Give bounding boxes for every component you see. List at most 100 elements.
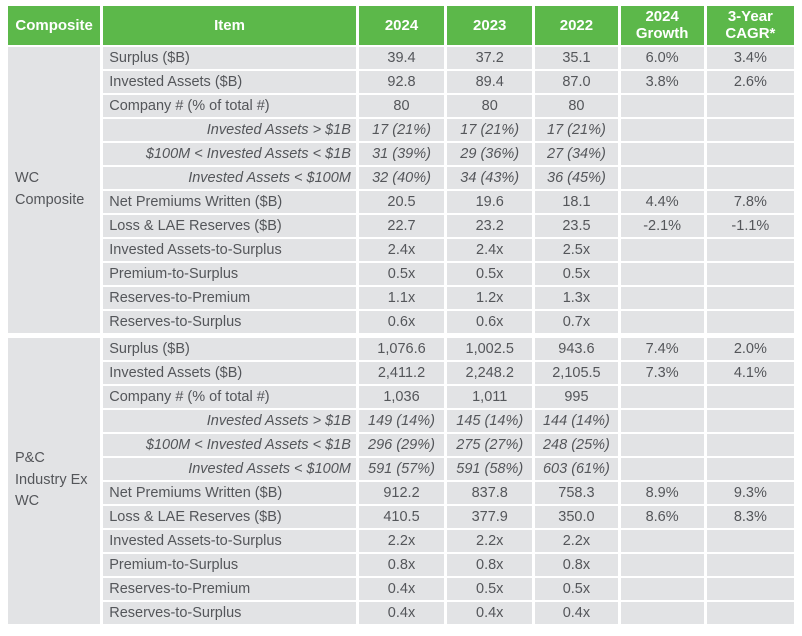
table-row-pc-industry-ex-wc-11: Reserves-to-Surplus 0.4x 0.4x 0.4x: [8, 601, 794, 624]
table-row-wc-composite-8: Invested Assets-to-Surplus 2.4x 2.4x 2.5x: [8, 238, 794, 261]
table-row-pc-industry-ex-wc-6: Net Premiums Written ($B) 912.2 837.8 758.3…: [8, 481, 794, 504]
item-label: $100M < Invested Assets < $1B: [103, 433, 356, 456]
cell-growth: [620, 262, 704, 285]
item-label: Company # (% of total #): [103, 94, 356, 117]
cell-y2024: 149 (14%): [358, 409, 445, 432]
cell-cagr: -1.1%: [706, 214, 794, 237]
cell-growth: [620, 529, 704, 552]
cell-y2024: 80: [358, 94, 445, 117]
table-row-wc-composite-3: Invested Assets > $1B 17 (21%) 17 (21%) 17 …: [8, 118, 794, 141]
table-row-pc-industry-ex-wc-0: P&C Industry Ex WC Surplus ($B) 1,076.6 1,0…: [8, 337, 794, 624]
cell-y2022: 87.0: [535, 70, 618, 93]
cell-y2023: 34 (43%): [447, 166, 533, 189]
cell-y2023: 2,248.2: [447, 361, 533, 384]
cell-growth: [620, 118, 704, 141]
cell-y2022: 36 (45%): [535, 166, 618, 189]
cell-cagr: [706, 166, 794, 189]
cell-y2023: 591 (58%): [447, 457, 533, 480]
cell-y2024: 39.4: [358, 46, 445, 69]
cell-y2022: 2,105.5: [535, 361, 618, 384]
cell-cagr: [706, 118, 794, 141]
cell-y2022: 18.1: [535, 190, 618, 213]
cell-y2022: 758.3: [535, 481, 618, 504]
cell-y2023: 19.6: [447, 190, 533, 213]
item-label: Loss & LAE Reserves ($B): [103, 505, 356, 528]
item-label: Invested Assets ($B): [103, 361, 356, 384]
cell-y2022: 23.5: [535, 214, 618, 237]
item-label: Loss & LAE Reserves ($B): [103, 214, 356, 237]
cell-y2024: 0.5x: [358, 262, 445, 285]
cell-y2023: 837.8: [447, 481, 533, 504]
cell-growth: [620, 553, 704, 576]
item-label: Net Premiums Written ($B): [103, 481, 356, 504]
cell-y2024: 591 (57%): [358, 457, 445, 480]
cell-y2024: 31 (39%): [358, 142, 445, 165]
column-header-cagr: 3-Year CAGR*: [706, 6, 794, 45]
table-row-pc-industry-ex-wc-8: Invested Assets-to-Surplus 2.2x 2.2x 2.2x: [8, 529, 794, 552]
section-gap: [8, 335, 794, 336]
cell-y2022: 1.3x: [535, 286, 618, 309]
table-row-wc-composite-9: Premium-to-Surplus 0.5x 0.5x 0.5x: [8, 262, 794, 285]
cell-y2022: 0.7x: [535, 310, 618, 333]
cell-y2024: 20.5: [358, 190, 445, 213]
table-header: Composite Item 2024 2023 2022 2024 Growth 3-Ye…: [8, 6, 794, 45]
cell-y2023: 0.8x: [447, 553, 533, 576]
cell-y2023: 0.4x: [447, 601, 533, 624]
cell-growth: 6.0%: [620, 46, 704, 69]
table-row-wc-composite-6: Net Premiums Written ($B) 20.5 19.6 18.1 4.4…: [8, 190, 794, 213]
cell-cagr: [706, 262, 794, 285]
cell-y2023: 0.6x: [447, 310, 533, 333]
item-label: Reserves-to-Premium: [103, 286, 356, 309]
cell-y2024: 92.8: [358, 70, 445, 93]
cell-growth: [620, 286, 704, 309]
cell-growth: [620, 577, 704, 600]
table-row-pc-industry-ex-wc-7: Loss & LAE Reserves ($B) 410.5 377.9 350.0 8…: [8, 505, 794, 528]
item-label: Invested Assets < $100M: [103, 166, 356, 189]
cell-cagr: [706, 142, 794, 165]
cell-cagr: 4.1%: [706, 361, 794, 384]
cell-cagr: 9.3%: [706, 481, 794, 504]
item-label: Invested Assets > $1B: [103, 118, 356, 141]
item-label: Premium-to-Surplus: [103, 553, 356, 576]
cell-y2023: 80: [447, 94, 533, 117]
cell-y2024: 1.1x: [358, 286, 445, 309]
item-label: Premium-to-Surplus: [103, 262, 356, 285]
cell-y2022: 248 (25%): [535, 433, 618, 456]
table-row-pc-industry-ex-wc-1: Invested Assets ($B) 2,411.2 2,248.2 2,105.…: [8, 361, 794, 384]
table-row-pc-industry-ex-wc-5: Invested Assets < $100M 591 (57%) 591 (58%…: [8, 457, 794, 480]
item-label: Surplus ($B): [103, 46, 356, 69]
cell-cagr: [706, 238, 794, 261]
table-row-pc-industry-ex-wc-3: Invested Assets > $1B 149 (14%) 145 (14%) 1…: [8, 409, 794, 432]
cell-y2022: 2.5x: [535, 238, 618, 261]
cell-y2023: 2.2x: [447, 529, 533, 552]
cell-growth: [620, 142, 704, 165]
financial-composite-table-page: Composite Item 2024 2023 2022 2024 Growth 3-Ye…: [0, 4, 802, 626]
item-label: Invested Assets-to-Surplus: [103, 238, 356, 261]
cell-y2024: 22.7: [358, 214, 445, 237]
column-header-group: Composite: [8, 6, 101, 45]
cell-growth: [620, 166, 704, 189]
cell-y2024: 0.4x: [358, 601, 445, 624]
cell-y2024: 2.2x: [358, 529, 445, 552]
table-row-pc-industry-ex-wc-10: Reserves-to-Premium 0.4x 0.5x 0.5x: [8, 577, 794, 600]
table-row-pc-industry-ex-wc-9: Premium-to-Surplus 0.8x 0.8x 0.8x: [8, 553, 794, 576]
cell-y2022: 350.0: [535, 505, 618, 528]
cell-cagr: [706, 457, 794, 480]
cell-y2022: 0.5x: [535, 262, 618, 285]
cell-cagr: 8.3%: [706, 505, 794, 528]
cell-y2023: 275 (27%): [447, 433, 533, 456]
cell-cagr: [706, 577, 794, 600]
cell-growth: 4.4%: [620, 190, 704, 213]
item-label: Reserves-to-Surplus: [103, 310, 356, 333]
cell-growth: [620, 385, 704, 408]
cell-cagr: [706, 310, 794, 333]
cell-y2024: 1,076.6: [358, 337, 445, 360]
composite-comparison-table: Composite Item 2024 2023 2022 2024 Growth 3-Ye…: [5, 4, 797, 626]
cell-y2024: 912.2: [358, 481, 445, 504]
cell-y2023: 1,002.5: [447, 337, 533, 360]
cell-y2023: 89.4: [447, 70, 533, 93]
cell-y2022: 943.6: [535, 337, 618, 360]
table-row-wc-composite-4: $100M < Invested Assets < $1B 31 (39%) 29 …: [8, 142, 794, 165]
cell-y2022: 0.5x: [535, 577, 618, 600]
column-header-growth: 2024 Growth: [620, 6, 704, 45]
